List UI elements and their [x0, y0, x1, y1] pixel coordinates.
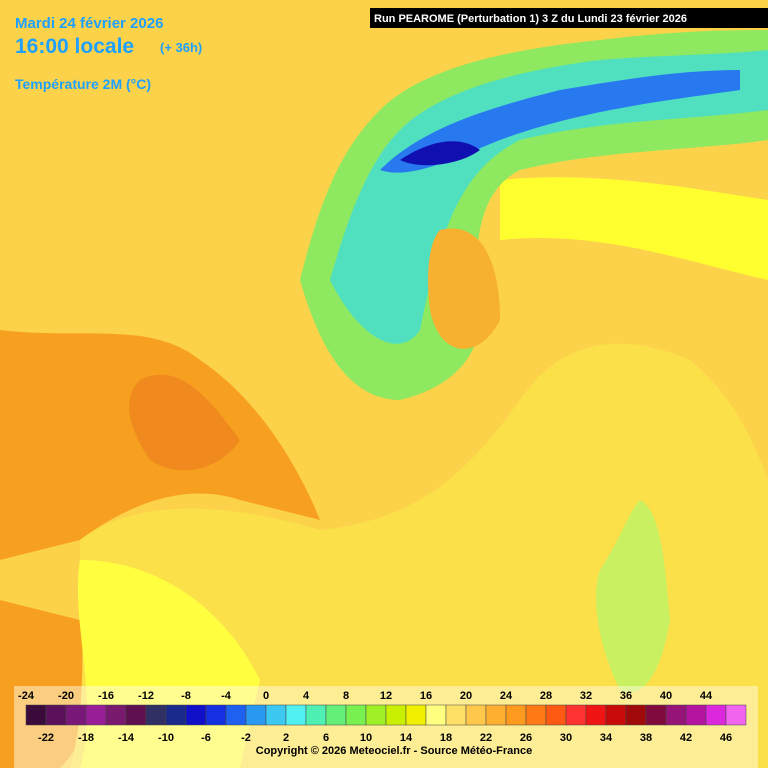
- legend-label: 38: [640, 732, 652, 744]
- legend-label: -18: [78, 732, 94, 744]
- legend-label: 20: [460, 690, 472, 702]
- legend-swatch: [85, 704, 107, 726]
- legend-label: 44: [700, 690, 713, 702]
- legend-swatch: [445, 704, 467, 726]
- run-info: Run PEAROME (Perturbation 1) 3 Z du Lund…: [374, 13, 687, 25]
- legend-swatch: [705, 704, 727, 726]
- alps-mid: [330, 50, 768, 344]
- legend-swatch: [385, 704, 407, 726]
- legend-label: 4: [303, 690, 310, 702]
- parameter: Température 2M (°C): [15, 76, 151, 92]
- legend-label: 46: [720, 732, 732, 744]
- legend-label: -10: [158, 732, 174, 744]
- legend-label: 30: [560, 732, 572, 744]
- legend-label: 42: [680, 732, 692, 744]
- legend-label: 16: [420, 690, 432, 702]
- legend-label: 12: [380, 690, 392, 702]
- legend: -24-22-20-18-16-14-12-10-8-6-4-202468101…: [18, 690, 747, 744]
- legend-label: 28: [540, 690, 552, 702]
- legend-swatch: [165, 704, 187, 726]
- alps-peak: [400, 141, 480, 166]
- legend-swatch: [485, 704, 507, 726]
- legend-bg: [14, 686, 758, 768]
- legend-swatch: [525, 704, 547, 726]
- legend-label: -8: [181, 690, 191, 702]
- legend-label: 24: [500, 690, 513, 702]
- legend-swatch: [25, 704, 47, 726]
- legend-swatch: [405, 704, 427, 726]
- legend-label: -16: [98, 690, 114, 702]
- corsica: [596, 500, 670, 693]
- legend-label: 36: [620, 690, 632, 702]
- legend-label: -12: [138, 690, 154, 702]
- legend-swatch: [665, 704, 687, 726]
- legend-label: -6: [201, 732, 211, 744]
- legend-label: -24: [18, 690, 35, 702]
- legend-swatch: [725, 704, 747, 726]
- legend-label: 14: [400, 732, 413, 744]
- legend-label: 0: [263, 690, 269, 702]
- legend-swatch: [145, 704, 167, 726]
- legend-swatch: [125, 704, 147, 726]
- legend-swatch: [65, 704, 87, 726]
- legend-swatch: [325, 704, 347, 726]
- date: Mardi 24 février 2026: [15, 15, 163, 32]
- run-banner: [370, 8, 768, 28]
- legend-swatch: [345, 704, 367, 726]
- legend-label: 32: [580, 690, 592, 702]
- legend-label: 2: [283, 732, 289, 744]
- time: 16:00 locale: [15, 35, 134, 58]
- legend-swatch: [185, 704, 207, 726]
- legend-swatch: [225, 704, 247, 726]
- offset: (+ 36h): [160, 40, 202, 55]
- legend-label: 8: [343, 690, 349, 702]
- legend-label: -2: [241, 732, 251, 744]
- legend-label: 10: [360, 732, 372, 744]
- legend-swatch: [505, 704, 527, 726]
- legend-label: 6: [323, 732, 329, 744]
- po-plain: [500, 177, 768, 280]
- legend-label: 34: [600, 732, 613, 744]
- legend-swatch: [565, 704, 587, 726]
- legend-label: -20: [58, 690, 74, 702]
- legend-label: 26: [520, 732, 532, 744]
- legend-swatch: [625, 704, 647, 726]
- legend-swatch: [285, 704, 307, 726]
- legend-swatch: [585, 704, 607, 726]
- legend-swatch: [545, 704, 567, 726]
- legend-label: 18: [440, 732, 452, 744]
- legend-label: 22: [480, 732, 492, 744]
- legend-swatch: [365, 704, 387, 726]
- legend-swatch: [45, 704, 67, 726]
- legend-swatch: [605, 704, 627, 726]
- provence-warm: [428, 228, 500, 349]
- legend-swatch: [205, 704, 227, 726]
- legend-label: -14: [118, 732, 135, 744]
- legend-swatch: [105, 704, 127, 726]
- legend-swatch: [245, 704, 267, 726]
- copyright: Copyright © 2026 Meteociel.fr - Source M…: [256, 745, 532, 757]
- legend-swatch: [305, 704, 327, 726]
- legend-label: -4: [221, 690, 232, 702]
- legend-swatch: [685, 704, 707, 726]
- legend-swatch: [465, 704, 487, 726]
- legend-swatch: [265, 704, 287, 726]
- hot-spot: [129, 374, 240, 471]
- legend-label: 40: [660, 690, 672, 702]
- legend-label: -22: [38, 732, 54, 744]
- legend-swatch: [425, 704, 447, 726]
- legend-swatch: [645, 704, 667, 726]
